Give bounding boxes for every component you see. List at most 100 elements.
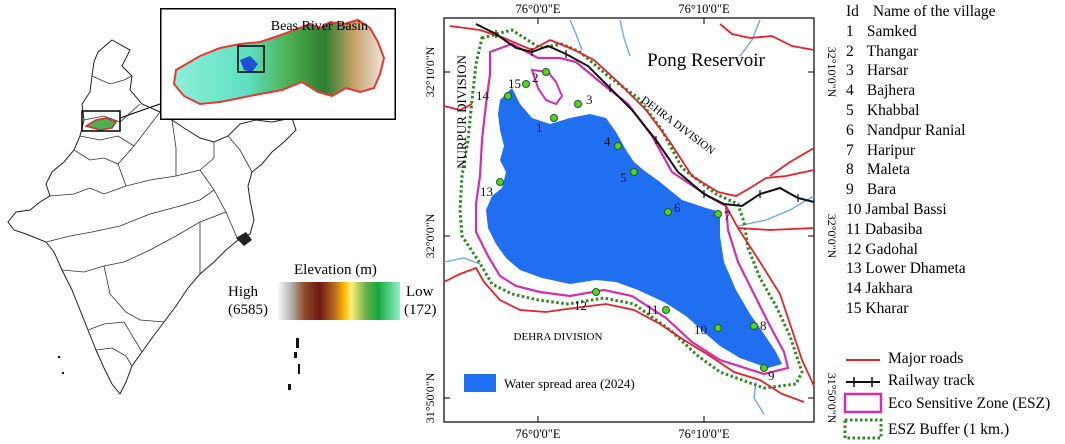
lat-tick-left-1: 32°10'0"N: [423, 46, 437, 97]
village-name: Harsar: [866, 62, 909, 80]
village-marker-7: [714, 210, 722, 218]
water-spread-arm: [608, 160, 664, 194]
village-id: 4: [846, 82, 854, 100]
village-number-13: 13: [480, 184, 493, 199]
legend-buffer-label: ESZ Buffer (1 km.): [888, 421, 1010, 438]
village-number-2: 2: [532, 70, 539, 85]
village-marker-6: [664, 208, 672, 216]
village-legend-header: Id Name of the village: [846, 2, 1062, 22]
village-id: 13: [846, 260, 862, 278]
elevation-color-ramp: [278, 282, 400, 320]
village-name: Bara: [866, 181, 897, 199]
village-number-8: 8: [760, 318, 767, 333]
village-markers: [496, 68, 768, 372]
village-marker-5: [630, 168, 638, 176]
village-legend-row: 1 Samked: [846, 22, 1062, 42]
village-id: 9: [846, 181, 854, 199]
village-number-5: 5: [620, 170, 627, 185]
basin-shape: [172, 18, 386, 106]
lat-tick-right-2: 32°0'0"N: [825, 214, 839, 259]
village-number-10: 10: [694, 322, 707, 337]
water-legend-swatch: [464, 374, 496, 392]
village-name: Lower Dhameta: [865, 260, 966, 278]
village-legend-row: 14 Jakhara: [846, 279, 1062, 299]
lat-tick-right-3: 31°50'0"N: [825, 373, 839, 424]
state-boundaries: [45, 75, 253, 367]
village-marker-2: [542, 68, 550, 76]
india-outline: [7, 39, 297, 395]
tick-marks: [444, 18, 814, 422]
village-number-1: 1: [536, 120, 543, 135]
village-marker-14: [504, 92, 512, 100]
village-legend-row: 4 Bajhera: [846, 81, 1062, 101]
village-legend-row: 12 Gadohal: [846, 240, 1062, 260]
village-name: Dabasiba: [864, 220, 923, 238]
village-number-7: 7: [724, 208, 731, 223]
village-name: Maleta: [866, 161, 910, 179]
symbol-legend-icons: [843, 359, 883, 440]
village-legend-row: 11 Dabasiba: [846, 220, 1062, 240]
india-map: [7, 39, 300, 395]
lat-tick-left-2: 32°0'0"N: [423, 213, 437, 258]
village-number-4: 4: [604, 134, 611, 149]
railway-track: [475, 23, 815, 208]
village-legend-row: 9 Bara: [846, 180, 1062, 200]
division-label-nurpur: NURPUR DIVISION: [454, 55, 469, 169]
village-id: 14: [846, 280, 862, 298]
village-marker-3: [574, 100, 582, 108]
highlight-basin: [84, 117, 118, 131]
delta-patch: [236, 232, 252, 246]
village-marker-11: [662, 306, 670, 314]
village-marker-15: [522, 80, 530, 88]
village-legend-row: 15 Kharar: [846, 299, 1062, 319]
village-number-6: 6: [674, 200, 681, 215]
village-name: Haripur: [866, 141, 916, 159]
village-name: Samked: [866, 22, 917, 40]
village-id: 11: [846, 220, 861, 238]
village-number-labels: 1 2 3 4 5 6 7 8 9 10 11 12 13 14 15: [476, 70, 775, 383]
village-number-15: 15: [508, 76, 521, 91]
reservoir-mini: [240, 56, 258, 72]
village-id: 10: [846, 200, 862, 218]
buffer-symbol: [843, 418, 883, 440]
village-marker-9: [760, 364, 768, 372]
inset-locator-box: [237, 45, 265, 73]
esz-symbol: [843, 392, 883, 414]
elevation-title: Elevation (m): [294, 262, 377, 278]
pong-reservoir-map: 76°0'0"E 76°10'0"E 76°0'0"E 76°10'0"E 32…: [423, 2, 839, 441]
village-marker-4: [614, 142, 622, 150]
village-id: 3: [846, 62, 854, 80]
village-legend: Id Name of the village 1 Samked 2 Thanga…: [846, 2, 1062, 319]
railway-ticks: [495, 30, 799, 202]
village-legend-row: 7 Haripur: [846, 141, 1062, 161]
inset-title: Beas River Basin: [271, 19, 368, 34]
india-locator-box: [81, 110, 121, 132]
village-name: Jambal Bassi: [865, 200, 947, 218]
elevation-high-label: High: [228, 284, 258, 300]
village-name: Thangar: [866, 42, 919, 60]
lat-tick-left-3: 31°50'0"N: [423, 372, 437, 423]
village-number-9: 9: [768, 368, 775, 383]
esz-buffer-boundary: [458, 28, 804, 390]
village-name: Nandpur Ranial: [866, 121, 966, 139]
legend-roads-label: Major roads: [888, 350, 964, 367]
legend-railway-label: Railway track: [888, 372, 975, 389]
lon-tick-top-1: 76°0'0"E: [516, 2, 561, 16]
village-number-14: 14: [476, 88, 490, 103]
village-legend-row: 8 Maleta: [846, 160, 1062, 180]
village-id: 6: [846, 121, 854, 139]
village-marker-8: [750, 322, 758, 330]
village-legend-row: 13 Lower Dhameta: [846, 259, 1062, 279]
village-number-11: 11: [646, 302, 659, 317]
lon-tick-bottom-2: 76°10'0"E: [678, 427, 730, 441]
village-id: 1: [846, 22, 854, 40]
basin-inset-map: Beas River Basin: [160, 8, 396, 120]
lon-tick-top-2: 76°10'0"E: [678, 2, 730, 16]
village-legend-row: 2 Thangar: [846, 42, 1062, 62]
lat-tick-right-1: 32°10'0"N: [825, 47, 839, 98]
village-legend-header-name: Name of the village: [872, 3, 996, 20]
reservoir-title: Pong Reservoir: [647, 50, 765, 71]
village-number-12: 12: [574, 298, 587, 313]
division-label-dehra-south: DEHRA DIVISION: [514, 331, 603, 343]
elevation-high-value: (6585): [228, 302, 268, 318]
